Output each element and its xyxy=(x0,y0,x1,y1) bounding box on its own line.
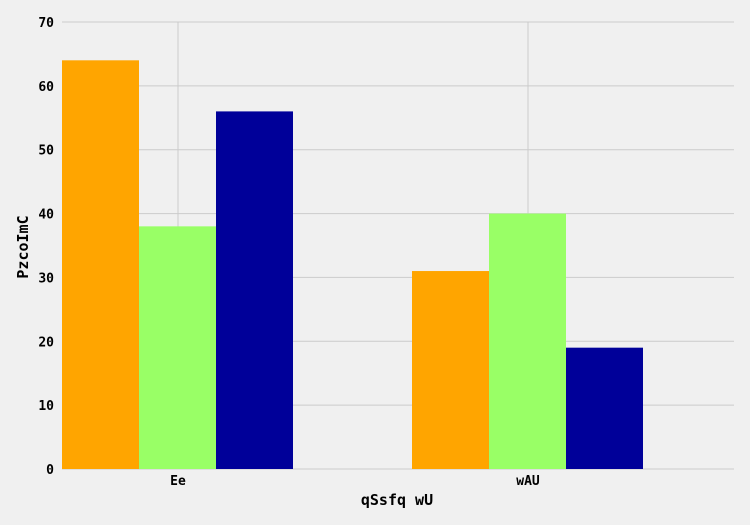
x-tick-label: wAU xyxy=(516,474,540,489)
y-tick-label: 20 xyxy=(38,335,54,350)
y-tick-label: 70 xyxy=(38,16,54,31)
y-tick-label: 0 xyxy=(46,463,54,478)
x-axis-ticks: Ee wAU xyxy=(170,474,540,489)
y-axis-ticks: 0 10 20 30 40 50 60 70 xyxy=(38,16,54,478)
x-tick-label: Ee xyxy=(170,474,186,489)
y-tick-label: 10 xyxy=(38,399,54,414)
y-tick-label: 60 xyxy=(38,80,54,95)
bar xyxy=(62,60,139,470)
bar xyxy=(566,347,643,469)
y-tick-label: 40 xyxy=(38,208,54,223)
bar xyxy=(139,226,216,469)
bars xyxy=(62,60,643,470)
y-axis-label: PzcoImC xyxy=(14,215,32,278)
bar xyxy=(216,111,293,470)
y-tick-label: 30 xyxy=(38,271,54,286)
bar xyxy=(412,271,489,469)
x-axis-label: qSsfq wU xyxy=(361,491,433,509)
bar xyxy=(489,213,566,469)
y-tick-label: 50 xyxy=(38,144,54,159)
